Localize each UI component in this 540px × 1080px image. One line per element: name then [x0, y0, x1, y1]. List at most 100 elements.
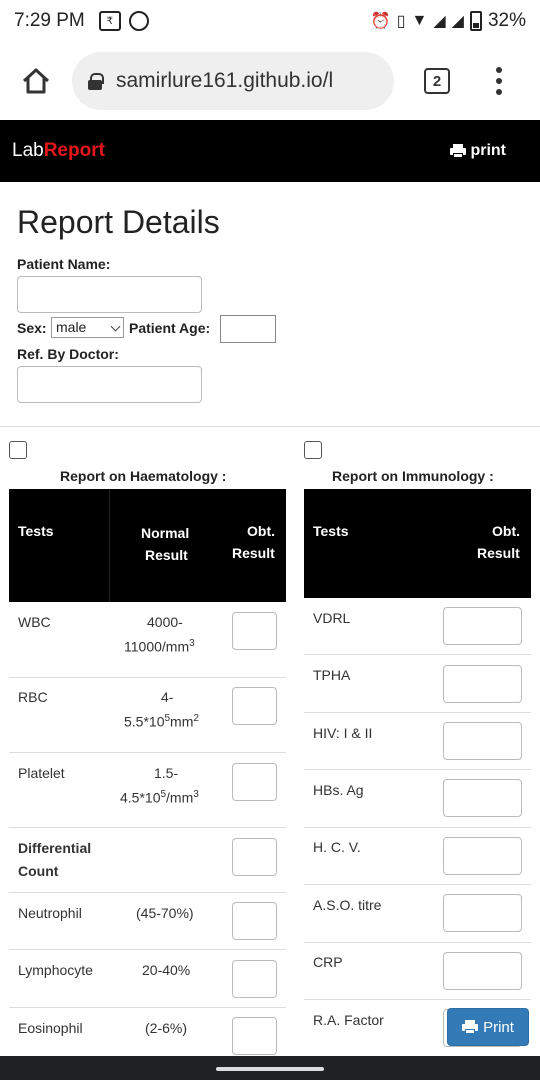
haem-test-differential-a: Differential [18, 840, 92, 856]
immu-test-hbsag: HBs. Ag [313, 782, 364, 798]
haem-test-eosinophil: Eosinophil [18, 1020, 83, 1036]
battery-icon [469, 11, 482, 31]
ref-doctor-label: Ref. By Doctor: [17, 346, 119, 362]
haem-result-platelet-input[interactable] [232, 763, 277, 801]
haem-result-rbc-input[interactable] [232, 687, 277, 725]
immu-header-obt-2: Result [477, 545, 520, 561]
page-title: Report Details [17, 204, 220, 240]
haematology-table-header: Tests Normal Result Obt. Result [9, 489, 286, 602]
immu-test-hiv: HIV: I & II [313, 725, 373, 741]
immu-result-hcv-input[interactable] [443, 837, 522, 875]
brand-part1: Lab [12, 140, 44, 161]
app-notification-icon: ₹ [98, 11, 121, 31]
row-divider [304, 884, 531, 885]
haem-test-platelet: Platelet [18, 765, 65, 781]
haematology-checkbox[interactable] [9, 441, 27, 459]
print-button-label: Print [483, 1018, 514, 1036]
row-divider [304, 999, 531, 1000]
row-divider [304, 942, 531, 943]
sex-select[interactable]: male [51, 317, 124, 338]
haematology-title: Report on Haematology : [60, 468, 227, 484]
sex-label: Sex: [17, 320, 47, 336]
immu-test-ra: R.A. Factor [313, 1012, 384, 1028]
vibrate-icon: ▯ [396, 13, 406, 30]
haem-normal-lymphocyte: 20-40% [142, 962, 191, 978]
haem-normal-rbc-a: 4- [161, 689, 174, 705]
menu-dot-icon [496, 67, 502, 73]
header-column-divider [109, 489, 110, 602]
row-divider [9, 949, 286, 950]
immu-test-tpha: TPHA [313, 667, 351, 683]
chevron-down-icon [110, 321, 121, 332]
address-bar[interactable]: samirlure161.github.io/l [72, 52, 394, 110]
row-divider [9, 827, 286, 828]
haem-result-wbc-input[interactable] [232, 612, 277, 650]
patient-age-input[interactable] [220, 315, 276, 343]
brand-part2: Report [43, 140, 105, 161]
signal-icon-2: ◢ [451, 13, 464, 30]
haem-test-neutrophil: Neutrophil [18, 905, 82, 921]
row-divider [304, 712, 531, 713]
printer-icon [462, 1020, 479, 1034]
haem-test-rbc: RBC [18, 689, 48, 705]
haem-result-differential-input[interactable] [232, 838, 277, 876]
status-time: 7:29 PM [14, 10, 85, 31]
haem-normal-platelet-a: 1.5- [154, 765, 179, 781]
row-divider [304, 769, 531, 770]
immu-result-tpha-input[interactable] [443, 665, 522, 703]
gesture-handle[interactable] [216, 1067, 324, 1071]
home-icon [22, 68, 50, 94]
nav-print-label: print [470, 142, 506, 159]
page-content: Report Details Patient Name: Sex: male P… [0, 182, 540, 1056]
haem-header-obt-1: Obt. [247, 523, 275, 539]
immu-test-aso: A.S.O. titre [313, 897, 382, 913]
sex-select-value: male [56, 319, 87, 335]
immu-result-hbsag-input[interactable] [443, 779, 522, 817]
immu-result-hiv-input[interactable] [443, 722, 522, 760]
haem-result-lymphocyte-input[interactable] [232, 960, 277, 998]
battery-percent: 32% [487, 10, 526, 31]
messenger-icon [128, 11, 149, 31]
printer-icon [450, 144, 467, 158]
signal-icon: ◢ [433, 13, 446, 30]
ref-doctor-input[interactable] [17, 366, 202, 403]
immu-result-aso-input[interactable] [443, 894, 522, 932]
url-text: samirlure161.github.io/l [116, 69, 334, 92]
print-button[interactable]: Print [447, 1008, 529, 1046]
haem-normal-wbc-a: 4000- [147, 614, 183, 630]
immunology-checkbox[interactable] [304, 441, 322, 459]
row-divider [304, 827, 531, 828]
immunology-table-header: Tests Obt. Result [304, 489, 531, 598]
nav-print-link[interactable]: print [450, 142, 506, 160]
immunology-title: Report on Immunology : [332, 468, 494, 484]
browser-menu-button[interactable] [496, 67, 502, 95]
patient-age-label: Patient Age: [129, 320, 211, 336]
patient-name-label: Patient Name: [17, 256, 111, 272]
browser-toolbar: samirlure161.github.io/l 2 [0, 42, 540, 120]
haem-normal-eosinophil: (2-6%) [145, 1020, 188, 1036]
haem-header-obt-2: Result [232, 545, 275, 561]
row-divider [9, 752, 286, 753]
site-navbar: LabReport print [0, 120, 540, 182]
alarm-icon: ⏰ [370, 13, 391, 30]
haem-normal-platelet-b: 4.5*105/mm3 [120, 789, 199, 806]
immu-result-crp-input[interactable] [443, 952, 522, 990]
haem-normal-wbc-b: 11000/mm3 [124, 638, 195, 655]
haem-header-normal-2: Result [145, 547, 188, 563]
immu-header-obt-1: Obt. [492, 523, 520, 539]
haem-test-lymphocyte: Lymphocyte [18, 962, 93, 978]
row-divider [9, 892, 286, 893]
tab-switcher-button[interactable]: 2 [424, 68, 450, 94]
row-divider [9, 677, 286, 678]
haem-header-tests: Tests [18, 523, 54, 539]
haem-result-eosinophil-input[interactable] [232, 1017, 277, 1055]
patient-name-input[interactable] [17, 276, 202, 313]
immu-result-vdrl-input[interactable] [443, 607, 522, 645]
section-divider [0, 426, 540, 427]
haem-normal-rbc-b: 5.5*105mm2 [124, 713, 199, 730]
haem-result-neutrophil-input[interactable] [232, 902, 277, 940]
haem-normal-neutrophil: (45-70%) [136, 905, 194, 921]
brand-logo[interactable]: LabReport [12, 140, 105, 162]
home-button[interactable] [14, 59, 58, 103]
immu-header-tests: Tests [313, 523, 349, 539]
